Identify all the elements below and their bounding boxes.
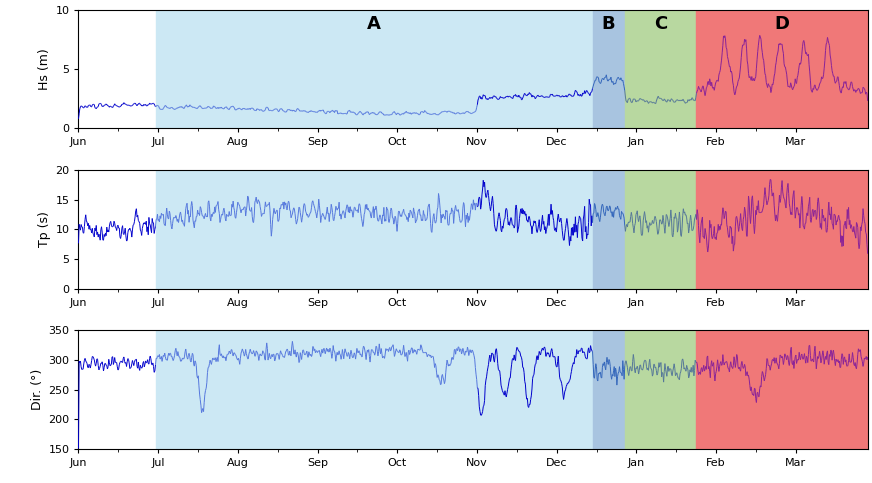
Bar	[593, 170, 624, 289]
Bar	[156, 10, 593, 128]
Y-axis label: Hs (m): Hs (m)	[38, 48, 51, 90]
Bar	[624, 170, 696, 289]
Bar	[593, 330, 624, 449]
Bar	[624, 10, 696, 128]
Bar	[593, 10, 624, 128]
Text: D: D	[775, 15, 790, 33]
Bar	[624, 330, 696, 449]
Bar	[696, 330, 869, 449]
Y-axis label: Dir. (°): Dir. (°)	[31, 369, 44, 411]
Text: C: C	[654, 15, 667, 33]
Text: B: B	[602, 15, 616, 33]
Bar	[156, 170, 593, 289]
Bar	[156, 330, 593, 449]
Text: A: A	[366, 15, 380, 33]
Y-axis label: Tp (s): Tp (s)	[38, 212, 51, 247]
Bar	[696, 170, 869, 289]
Bar	[696, 10, 869, 128]
